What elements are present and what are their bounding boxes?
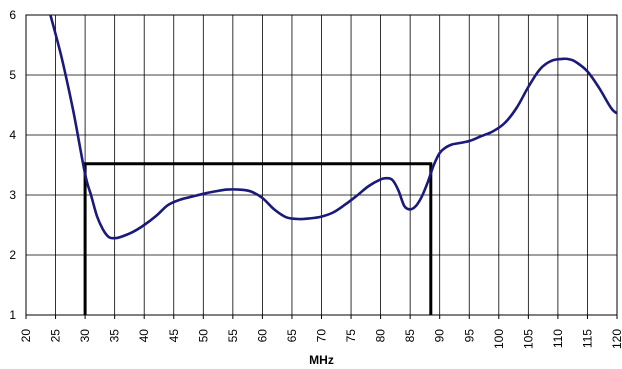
x-tick-label: 55: [226, 329, 240, 343]
x-tick-label: 65: [285, 329, 299, 343]
x-tick-label: 45: [167, 329, 181, 343]
y-tick-label: 1: [9, 308, 16, 322]
x-axis-label: MHz: [309, 353, 334, 367]
x-tick-label: 50: [196, 329, 210, 343]
y-axis-ticks: 1 2 3 4 5 6: [9, 8, 16, 322]
x-tick-label: 30: [78, 329, 92, 343]
x-tick-label: 20: [19, 329, 33, 343]
y-tick-label: 3: [9, 188, 16, 202]
x-tick-label: 70: [315, 329, 329, 343]
measurement-curve: [49, 15, 617, 240]
x-tick-label: 60: [255, 329, 269, 343]
y-tick-label: 2: [9, 248, 16, 262]
y-tick-label: 5: [9, 68, 16, 82]
x-tick-label: 40: [137, 329, 151, 343]
y-tick-label: 4: [9, 128, 16, 142]
x-tick-label: 100: [492, 329, 506, 349]
x-tick-label: 105: [521, 329, 535, 349]
x-tick-label: 80: [374, 329, 388, 343]
x-tick-label: 90: [433, 329, 447, 343]
x-tick-label: 95: [462, 329, 476, 343]
series-group: [49, 15, 617, 315]
x-tick-label: 85: [403, 329, 417, 343]
y-tick-label: 6: [9, 8, 16, 22]
x-tick-label: 25: [49, 329, 63, 343]
x-tick-label: 110: [551, 329, 565, 348]
x-tick-label: 35: [108, 329, 122, 343]
x-tick-label: 115: [580, 329, 594, 348]
x-tick-label: 120: [610, 329, 622, 349]
limit-mask-line: [83, 162, 433, 315]
x-tick-label: 75: [344, 329, 358, 343]
x-axis-ticks: 20 25 30 35 40 45 50 55 60 65 70 75 80 85 90 95 100 105 11…: [19, 315, 622, 349]
